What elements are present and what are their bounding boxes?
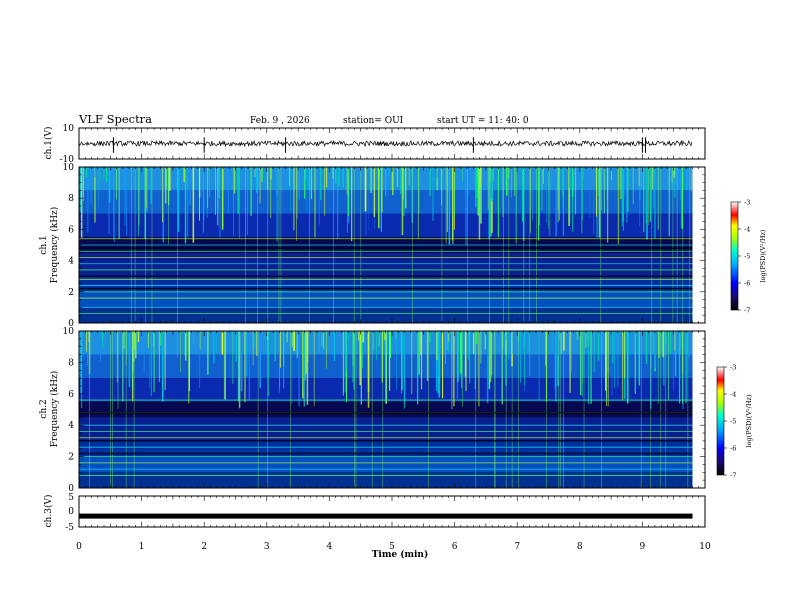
colorbar-tick-label: -7 bbox=[730, 472, 736, 480]
colorbar-tick-label: -6 bbox=[730, 445, 736, 453]
colorbar-tick-label: -5 bbox=[744, 253, 750, 261]
figure-title: VLF Spectra bbox=[78, 112, 152, 126]
no-data-region bbox=[692, 331, 705, 488]
colorbar-tick-label: -4 bbox=[730, 391, 736, 399]
ch1-ytick-bottom: -10 bbox=[60, 155, 75, 165]
spectrogram-band bbox=[79, 213, 693, 238]
y-tick-label: 10 bbox=[63, 163, 75, 173]
x-tick-label: 9 bbox=[640, 542, 646, 552]
ch2-spectrogram-panel: 0 2 4 6 8 10 ch.2 Frequency (kHz) bbox=[39, 327, 706, 494]
x-tick-label: 8 bbox=[577, 542, 583, 552]
y-tick-label: 2 bbox=[68, 288, 74, 298]
ch1-spectrogram-panel: 0 2 4 6 8 10 ch.1 Frequency (kHz) bbox=[39, 163, 706, 329]
colorbar-tick-label: -4 bbox=[744, 226, 750, 234]
ch1-colorbar-scale bbox=[730, 201, 739, 311]
y-tick-label: 4 bbox=[68, 257, 74, 267]
spectrogram-band bbox=[79, 307, 693, 323]
ch1-spectrogram-ylabel-frequency: Frequency (kHz) bbox=[49, 207, 60, 284]
x-tick-label: 2 bbox=[201, 542, 207, 552]
x-tick-label: 1 bbox=[139, 542, 145, 552]
spectrogram-band bbox=[79, 440, 693, 457]
spectrogram-band bbox=[79, 252, 693, 277]
colorbar-tick-label: -5 bbox=[730, 418, 736, 426]
ch1-waveform-trace bbox=[79, 139, 693, 148]
ch3-ytick-mid: 0 bbox=[68, 507, 74, 517]
x-tick-label: 0 bbox=[76, 542, 82, 552]
ch2-colorbar-scale bbox=[716, 366, 725, 476]
colorbar-tick-label: -3 bbox=[744, 199, 750, 207]
ch2-spectrogram-ylabel-frequency: Frequency (kHz) bbox=[49, 371, 60, 448]
x-tick-label: 4 bbox=[327, 542, 333, 552]
ch3-waveform-trace bbox=[79, 513, 693, 519]
ch1-ytick-top: 10 bbox=[63, 124, 75, 134]
spectrogram-band bbox=[79, 291, 693, 308]
no-data-region bbox=[692, 167, 705, 323]
ch3-waveform-ylabel: ch.3(V) bbox=[43, 495, 54, 528]
colorbar-tick-label: -6 bbox=[744, 280, 750, 288]
ch1-colorbar-label: log(PSD)(V²/Hz) bbox=[759, 229, 767, 282]
y-tick-label: 0 bbox=[68, 484, 74, 494]
y-tick-label: 8 bbox=[68, 358, 74, 368]
ch2-colorbar-label: log(PSD)(V²/Hz) bbox=[745, 394, 753, 447]
ch1-waveform-ylabel: ch.1(V) bbox=[43, 127, 54, 160]
x-tick-label: 5 bbox=[389, 542, 395, 552]
spectrogram-band bbox=[79, 456, 693, 473]
y-tick-label: 4 bbox=[68, 421, 74, 431]
y-tick-label: 10 bbox=[63, 327, 75, 337]
y-tick-label: 0 bbox=[68, 319, 74, 329]
x-tick-label: 10 bbox=[699, 542, 711, 552]
x-tick-label: 7 bbox=[514, 542, 520, 552]
start-time-label: start UT = 11: 40: 0 bbox=[437, 116, 529, 126]
ch2-colorbar: -3 -4 -5 -6 -7 log(PSD)(V²/Hz) bbox=[716, 364, 753, 480]
spectrogram-band bbox=[79, 417, 693, 441]
ch1-waveform-panel: 10 -10 ch.1(V) bbox=[43, 124, 706, 165]
ch3-ytick-bottom: -5 bbox=[65, 523, 74, 533]
ch1-colorbar: -3 -4 -5 -6 -7 log(PSD)(V²/Hz) bbox=[730, 199, 767, 315]
colorbar-tick-label: -7 bbox=[744, 307, 750, 315]
colorbar-tick-label: -3 bbox=[730, 364, 736, 372]
x-tick-label: 6 bbox=[452, 542, 458, 552]
x-tick-label: 3 bbox=[264, 542, 270, 552]
ch3-ytick-top: 5 bbox=[68, 493, 74, 503]
station-label: station= OUI bbox=[343, 116, 404, 126]
spectrogram-band bbox=[79, 276, 693, 292]
y-tick-label: 6 bbox=[68, 390, 74, 400]
spectrogram-band bbox=[79, 401, 693, 418]
x-axis-label: Time (min) bbox=[372, 549, 429, 560]
y-tick-label: 8 bbox=[68, 194, 74, 204]
spectrogram-band bbox=[79, 472, 693, 488]
ch3-waveform-panel: 5 0 -5 ch.3(V) bbox=[43, 493, 706, 533]
ch2-spectrogram-ylabel-channel: ch.2 bbox=[39, 399, 49, 418]
ch1-spectrogram-ylabel-channel: ch.1 bbox=[39, 235, 49, 254]
y-tick-label: 2 bbox=[68, 453, 74, 463]
date-label: Feb. 9 , 2026 bbox=[250, 116, 310, 126]
y-tick-label: 6 bbox=[68, 225, 74, 235]
